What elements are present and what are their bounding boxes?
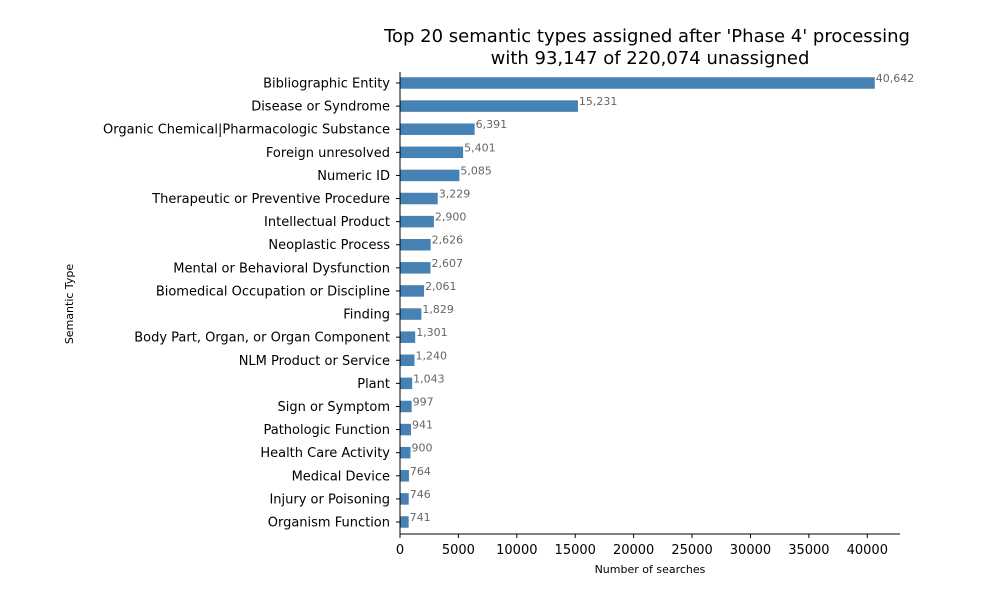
data-label: 1,301 xyxy=(416,326,448,339)
y-axis-title: Semantic Type xyxy=(63,264,76,345)
bar xyxy=(400,146,464,159)
category-label: Disease or Syndrome xyxy=(251,100,390,115)
x-tick-label: 15000 xyxy=(555,543,596,558)
data-label: 40,642 xyxy=(876,72,915,85)
x-tick-label: 5000 xyxy=(442,543,475,558)
x-axis-ticks-group: 0 5000 10000 15000 20000 25000 30000 35000 40000 xyxy=(396,534,888,558)
data-label: 5,401 xyxy=(464,141,496,154)
data-label: 941 xyxy=(412,419,433,432)
category-label: Neoplastic Process xyxy=(268,238,390,253)
bar xyxy=(400,100,578,112)
x-tick-label: 0 xyxy=(396,543,404,558)
category-label: Health Care Activity xyxy=(260,446,390,461)
bar xyxy=(400,262,431,274)
category-label: Organic Chemical|Pharmacologic Substance xyxy=(103,123,390,138)
bars-group xyxy=(400,77,875,528)
data-label: 5,085 xyxy=(460,164,492,177)
x-tick-label: 30000 xyxy=(730,543,771,558)
bar xyxy=(400,400,412,413)
data-label: 2,626 xyxy=(432,234,464,247)
data-label: 746 xyxy=(410,488,431,501)
data-label: 15,231 xyxy=(579,95,618,108)
category-label: Mental or Behavioral Dysfunction xyxy=(173,261,390,276)
category-label: Foreign unresolved xyxy=(266,146,390,161)
category-label: Plant xyxy=(357,377,390,392)
data-label: 2,900 xyxy=(435,211,467,224)
category-label: Medical Device xyxy=(292,469,390,484)
category-label: Pathologic Function xyxy=(263,423,390,438)
bar xyxy=(400,285,425,297)
x-tick-label: 20000 xyxy=(613,543,654,558)
data-label: 6,391 xyxy=(476,118,508,131)
bar xyxy=(400,354,415,367)
chart-title-line-2: with 93,147 of 220,074 unassigned xyxy=(491,48,810,69)
data-label: 900 xyxy=(412,442,433,455)
data-label: 764 xyxy=(410,465,431,478)
bar xyxy=(400,423,411,436)
category-label: Bibliographic Entity xyxy=(263,77,390,92)
category-label: Numeric ID xyxy=(317,169,390,184)
category-label: Intellectual Product xyxy=(264,215,390,230)
category-label: Therapeutic or Preventive Procedure xyxy=(151,192,390,207)
data-label: 1,043 xyxy=(413,372,445,385)
x-tick-label: 35000 xyxy=(788,543,829,558)
category-label: NLM Product or Service xyxy=(239,354,390,369)
category-label: Body Part, Organ, or Organ Component xyxy=(134,331,390,346)
bar xyxy=(400,123,475,135)
chart-title-line-1: Top 20 semantic types assigned after 'Ph… xyxy=(383,26,910,47)
bar xyxy=(400,308,422,320)
x-tick-label: 10000 xyxy=(496,543,537,558)
bar xyxy=(400,169,460,182)
bar xyxy=(400,493,409,505)
bar xyxy=(400,77,875,89)
bar xyxy=(400,377,413,390)
bar xyxy=(400,192,438,205)
category-label: Organism Function xyxy=(268,516,390,531)
data-label: 2,061 xyxy=(425,280,457,293)
data-label: 2,607 xyxy=(431,257,463,270)
bar xyxy=(400,215,434,228)
x-axis-title: Number of searches xyxy=(595,563,706,576)
bar xyxy=(400,516,409,528)
x-tick-label: 25000 xyxy=(671,543,712,558)
category-label: Sign or Symptom xyxy=(278,400,391,415)
category-label: Injury or Poisoning xyxy=(269,492,390,507)
data-labels-group: 40,642 15,231 6,391 5,401 5,085 3,229 2,900 2,6… xyxy=(410,72,915,524)
data-label: 1,240 xyxy=(415,349,447,362)
x-tick-label: 40000 xyxy=(847,543,888,558)
category-labels-group: Bibliographic Entity Disease or Syndrome O… xyxy=(103,77,400,531)
bar xyxy=(400,238,431,251)
category-label: Finding xyxy=(343,308,390,323)
bar xyxy=(400,331,416,343)
data-label: 1,829 xyxy=(422,303,454,316)
category-label: Biomedical Occupation or Discipline xyxy=(156,284,390,299)
data-label: 3,229 xyxy=(439,188,471,201)
data-label: 741 xyxy=(410,511,431,524)
data-label: 997 xyxy=(413,395,434,408)
bar xyxy=(400,446,411,459)
bar xyxy=(400,470,409,482)
